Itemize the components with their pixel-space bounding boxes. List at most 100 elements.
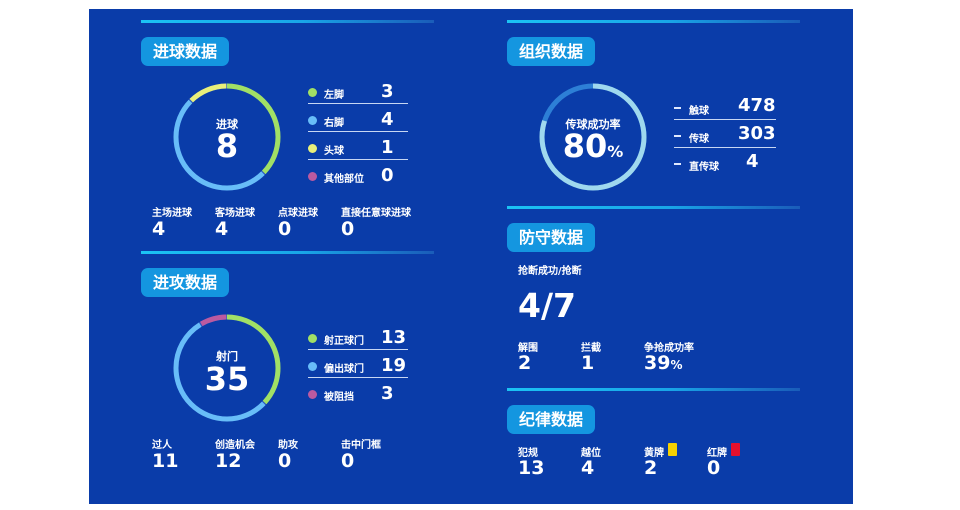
attack-ring-on-target bbox=[173, 314, 281, 422]
attack-ring-off-target bbox=[173, 314, 281, 422]
discipline-stat-label: 黄牌 bbox=[644, 448, 664, 459]
goals-stat-label: 直接任意球进球 bbox=[341, 208, 411, 219]
attack-stat-value: 0 bbox=[341, 450, 355, 472]
organize-legend-touches: 触球 478 bbox=[674, 95, 776, 117]
goals-legend-other: 其他部位 0 bbox=[308, 165, 408, 186]
dash-icon bbox=[674, 135, 681, 137]
defense-title: 防守数据 bbox=[507, 223, 596, 252]
goals-title: 进球数据 bbox=[141, 37, 230, 66]
yellow-card-icon bbox=[668, 443, 677, 456]
discipline-title: 纪律数据 bbox=[507, 405, 596, 434]
discipline-stat-value: 0 bbox=[707, 457, 721, 479]
defense-stat-label: 拦截 bbox=[581, 343, 601, 354]
organize-legend-separator bbox=[674, 147, 776, 148]
attack-legend-separator bbox=[308, 349, 408, 350]
attack-stat-label: 过人 bbox=[152, 440, 172, 451]
goals-stat-label: 点球进球 bbox=[278, 208, 318, 219]
legend-label: 右脚 bbox=[324, 118, 344, 129]
attack-ring bbox=[173, 314, 281, 422]
organize-ring-label: 传球成功率 bbox=[565, 118, 621, 131]
attack-stat-label: 创造机会 bbox=[215, 440, 255, 451]
attack-divider bbox=[141, 251, 434, 254]
goals-ring-left-foot bbox=[173, 83, 281, 191]
organize-ring bbox=[539, 83, 647, 191]
defense-stat-label: 争抢成功率 bbox=[644, 343, 694, 354]
stats-panel: 进球数据 进球 8 左脚 3 右脚 4 头球 1 其他部位 0 主场进球 4 客… bbox=[89, 9, 853, 504]
discipline-stat-label: 红牌 bbox=[707, 448, 727, 459]
discipline-divider bbox=[507, 388, 800, 391]
organize-ring-value: 80 bbox=[562, 127, 608, 165]
goals-stat-value: 0 bbox=[278, 218, 292, 240]
attack-stat-value: 0 bbox=[278, 450, 292, 472]
goals-legend-separator bbox=[308, 159, 408, 160]
defense-stat-label: 解围 bbox=[518, 343, 538, 354]
legend-value: 3 bbox=[381, 81, 394, 102]
defense-tackle-label: 抢断成功/抢断 bbox=[518, 266, 582, 277]
green-dot-icon bbox=[308, 334, 317, 343]
attack-legend-off-target: 偏出球门 19 bbox=[308, 355, 408, 376]
magenta-dot-icon bbox=[308, 172, 317, 181]
discipline-stat-value: 13 bbox=[518, 457, 545, 479]
legend-label: 触球 bbox=[689, 106, 709, 117]
legend-value: 1 bbox=[381, 137, 394, 158]
discipline-yellow-card-group: 黄牌 2 bbox=[644, 441, 694, 481]
legend-label: 被阻挡 bbox=[324, 392, 354, 403]
legend-value: 3 bbox=[381, 383, 394, 404]
defense-divider bbox=[507, 206, 800, 209]
discipline-red-card-group: 红牌 0 bbox=[707, 441, 757, 481]
goals-stat-label: 客场进球 bbox=[215, 208, 255, 219]
magenta-dot-icon bbox=[308, 390, 317, 399]
attack-legend-separator bbox=[308, 377, 408, 378]
legend-value: 478 bbox=[738, 95, 776, 116]
legend-value: 13 bbox=[381, 327, 407, 348]
legend-label: 直传球 bbox=[689, 162, 719, 173]
goals-legend-header: 头球 1 bbox=[308, 137, 408, 158]
discipline-stat-label: 犯规 bbox=[518, 448, 538, 459]
attack-legend-blocked: 被阻挡 3 bbox=[308, 383, 408, 404]
goals-stat-value: 4 bbox=[215, 218, 229, 240]
legend-value: 0 bbox=[381, 165, 394, 186]
attack-legend-on-target: 射正球门 13 bbox=[308, 327, 408, 348]
attack-ring-label: 射门 bbox=[216, 350, 238, 363]
attack-stat-value: 12 bbox=[215, 450, 242, 472]
goals-ring-right-foot bbox=[173, 83, 281, 191]
organize-title: 组织数据 bbox=[507, 37, 596, 66]
discipline-stat-value: 4 bbox=[581, 457, 595, 479]
goals-legend-left-foot: 左脚 3 bbox=[308, 81, 408, 102]
goals-legend-separator bbox=[308, 131, 408, 132]
organize-ring-success bbox=[539, 83, 647, 191]
red-card-icon bbox=[731, 443, 740, 456]
goals-legend-right-foot: 右脚 4 bbox=[308, 109, 408, 130]
goals-stat-value: 0 bbox=[341, 218, 355, 240]
organize-legend-separator bbox=[674, 119, 776, 120]
legend-label: 头球 bbox=[324, 146, 344, 157]
discipline-stat-label: 越位 bbox=[581, 448, 601, 459]
discipline-stat-value: 2 bbox=[644, 457, 658, 479]
defense-stat-value: 1 bbox=[581, 352, 595, 374]
goals-stat-label: 主场进球 bbox=[152, 208, 192, 219]
organize-divider bbox=[507, 20, 800, 23]
goals-divider bbox=[141, 20, 434, 23]
blue-dot-icon bbox=[308, 362, 317, 371]
dash-icon bbox=[674, 107, 681, 109]
legend-value: 19 bbox=[381, 355, 407, 376]
defense-stat-value: 39 bbox=[644, 352, 671, 374]
dash-icon bbox=[674, 163, 681, 165]
defense-tackle-value: 4/7 bbox=[518, 286, 576, 325]
organize-legend-through-balls: 直传球 4 bbox=[674, 151, 776, 173]
legend-label: 其他部位 bbox=[324, 174, 364, 185]
attack-stat-value: 11 bbox=[152, 450, 179, 472]
legend-value: 4 bbox=[746, 151, 759, 172]
organize-ring-unit: % bbox=[607, 142, 624, 161]
legend-value: 303 bbox=[738, 123, 776, 144]
goals-legend-separator bbox=[308, 103, 408, 104]
defense-stat-value-group: 39% bbox=[644, 353, 682, 373]
attack-title: 进攻数据 bbox=[141, 268, 230, 297]
attack-stat-label: 助攻 bbox=[278, 440, 298, 451]
organize-legend-passes: 传球 303 bbox=[674, 123, 776, 145]
goals-ring-value: 8 bbox=[215, 127, 239, 165]
legend-label: 射正球门 bbox=[324, 336, 364, 347]
goals-stat-value: 4 bbox=[152, 218, 166, 240]
attack-ring-value: 35 bbox=[204, 360, 250, 398]
legend-label: 传球 bbox=[689, 134, 709, 145]
